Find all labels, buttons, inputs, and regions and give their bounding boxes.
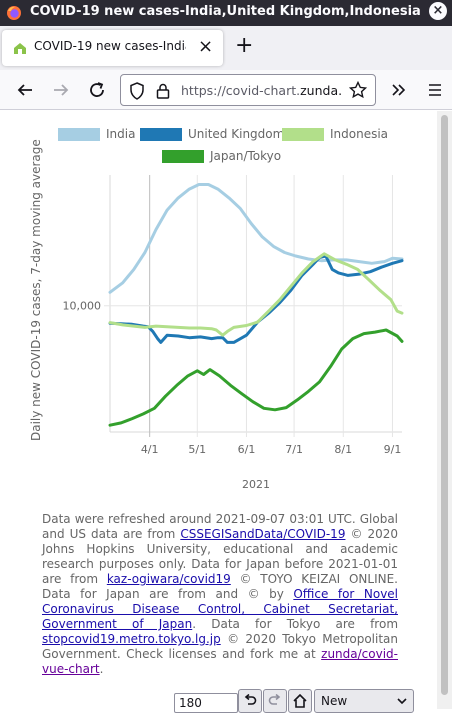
series-line-united-kingdom: [108, 254, 404, 344]
url-domain: zunda.ni: [300, 83, 341, 98]
series-line-indonesia: [108, 252, 404, 337]
chart-plot[interactable]: 4/1 5/1 6/1 7/1 8/1 9/1 10,000 2021: [0, 171, 437, 501]
tracking-protection-shield-icon[interactable]: [129, 82, 145, 100]
series-line-japan-tokyo: [108, 328, 404, 427]
redo-icon[interactable]: [263, 689, 287, 713]
link-zunda-covid-vue-chart[interactable]: zunda/covid-vue-chart: [42, 647, 398, 676]
legend-item-united-kingdom[interactable]: United Kingdom: [140, 127, 284, 141]
new-tab-plus-icon[interactable]: +: [235, 33, 254, 58]
link-stopcovid19-tokyo[interactable]: stopcovid19.metro.tokyo.lg.jp: [42, 632, 221, 646]
chevron-down-icon: [397, 698, 407, 705]
legend-item-japan-tokyo[interactable]: Japan/Tokyo: [162, 149, 281, 163]
tab-strip: COVID-19 new cases-India,United Kingdom …: [0, 26, 452, 70]
legend-swatch-indonesia: [282, 127, 324, 141]
x-tick-label: 4/1: [141, 443, 159, 456]
virus-chart-favicon-icon: [14, 43, 26, 54]
overflow-chevrons-icon[interactable]: [387, 78, 411, 102]
back-arrow-icon[interactable]: [13, 78, 37, 102]
page-content: India United Kingdom Indonesia Japan/Tok…: [0, 111, 452, 713]
legend-label-india: India: [106, 127, 136, 141]
tab-title: COVID-19 new cases-India,United Kingdom: [34, 39, 186, 53]
undo-icon[interactable]: [238, 689, 262, 713]
window-title: COVID-19 new cases-India,United Kingdom,…: [30, 4, 420, 19]
legend-label-united-kingdom: United Kingdom: [188, 127, 285, 141]
series-line-india: [108, 183, 404, 294]
x-tick-label: 8/1: [334, 443, 352, 456]
notes-text-5: © 2020 Tokyo Metropolitan Government. Ch…: [42, 632, 398, 661]
days-input[interactable]: [174, 693, 238, 713]
chart-legend: India United Kingdom Indonesia Japan/Tok…: [40, 125, 430, 169]
notes-text-2: © 2020 Johns Hopkins University, educati…: [42, 527, 398, 586]
link-cssegisanddata[interactable]: CSSEGISandData/COVID-19: [180, 527, 346, 541]
notes-text-1: Data were refreshed around 2021-09-07 03…: [42, 512, 398, 541]
y-tick-label: 10,000: [63, 300, 102, 313]
mode-select[interactable]: New: [314, 689, 414, 713]
x-axis-title: 2021: [242, 478, 270, 491]
url-text: https://covid-chart.zunda.ni: [181, 83, 341, 98]
legend-swatch-india: [58, 127, 100, 141]
legend-swatch-japan-tokyo: [162, 149, 204, 163]
address-bar[interactable]: https://covid-chart.zunda.ni: [120, 74, 376, 106]
notes-text-6: .: [99, 662, 104, 676]
notes-text-4: . Data for Tokyo are from: [192, 617, 399, 631]
legend-label-indonesia: Indonesia: [330, 127, 389, 141]
data-source-notes: Data were refreshed around 2021-09-07 03…: [42, 512, 398, 677]
legend-label-japan-tokyo: Japan/Tokyo: [210, 149, 282, 163]
scrollbar-thumb[interactable]: [441, 115, 448, 695]
link-kaz-ogiwara[interactable]: kaz-ogiwara/covid19: [106, 572, 231, 586]
legend-swatch-united-kingdom: [140, 127, 182, 141]
mode-select-value: New: [321, 694, 348, 708]
padlock-icon[interactable]: [155, 82, 171, 100]
link-cabinet-secretariat[interactable]: Office for Novel Coronavirus Disease Con…: [42, 587, 399, 631]
active-tab[interactable]: COVID-19 new cases-India,United Kingdom …: [2, 30, 223, 66]
url-prefix: https://covid-chart.: [181, 83, 301, 98]
firefox-icon: [7, 6, 21, 20]
legend-item-indonesia[interactable]: Indonesia: [282, 127, 388, 141]
navigation-toolbar: https://covid-chart.zunda.ni: [0, 70, 452, 110]
x-tick-label: 9/1: [384, 443, 402, 456]
window-close-icon[interactable]: ×: [429, 2, 447, 20]
bookmark-star-icon[interactable]: [349, 81, 367, 99]
reload-icon[interactable]: [85, 78, 109, 102]
forward-arrow-icon[interactable]: [49, 78, 73, 102]
x-tick-label: 6/1: [238, 443, 256, 456]
home-icon[interactable]: [288, 689, 312, 713]
notes-text-3: © TOYO KEIZAI ONLINE. Data for Japan are…: [42, 572, 398, 601]
tab-close-icon[interactable]: ×: [198, 36, 214, 57]
x-tick-label: 5/1: [188, 443, 206, 456]
legend-item-india[interactable]: India: [58, 127, 135, 141]
window-titlebar: COVID-19 new cases-India,United Kingdom,…: [0, 0, 452, 26]
x-tick-label: 7/1: [285, 443, 303, 456]
hamburger-menu-icon[interactable]: [423, 78, 447, 102]
